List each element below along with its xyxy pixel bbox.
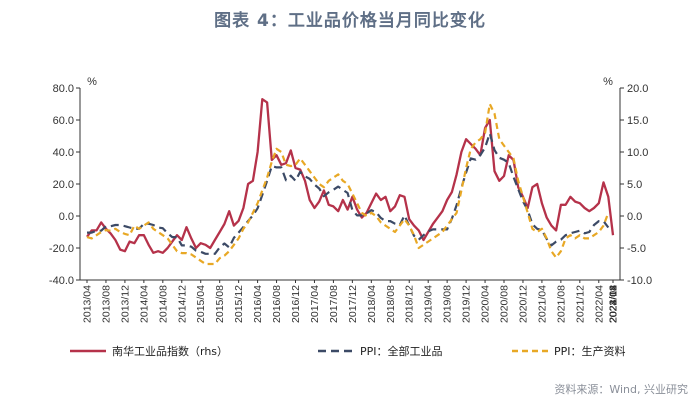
x-tick-label: 2018/04	[366, 285, 378, 323]
x-tick-label: 2023/12	[608, 285, 620, 323]
left-axis-unit: %	[87, 76, 97, 88]
x-tick-label: 2013/12	[119, 285, 131, 323]
source-note: 资料来源：Wind, 兴业研究	[554, 383, 688, 396]
x-tick-label: 2016/04	[252, 285, 264, 323]
x-tick-label: 2017/08	[328, 285, 340, 323]
x-tick-label: 2021/12	[574, 285, 586, 323]
x-tick-label: 2022/08	[608, 285, 620, 323]
x-tick-label: 2015/12	[233, 285, 245, 323]
figure-title: 图表 4：工业品价格当月同比变化	[214, 11, 486, 31]
x-tick-label: 2013/08	[100, 285, 112, 323]
x-tick-label: 2023/04	[608, 285, 620, 323]
x-tick-label: 2024/08	[608, 285, 620, 323]
left-tick-label: 20.0	[53, 179, 74, 191]
right-tick-label: 20.0	[627, 83, 648, 95]
x-tick-label: 2016/12	[290, 285, 302, 323]
legend-label-2: PPI：全部工业品	[360, 344, 443, 358]
right-tick-label: -5.0	[627, 243, 646, 255]
x-tick-label: 2019/04	[423, 285, 435, 323]
x-tick-label: 2023/08	[608, 285, 620, 323]
x-tick-label: 2020/08	[499, 285, 511, 323]
series-line-2	[87, 132, 610, 255]
x-tick-label: 2022/12	[608, 285, 620, 323]
x-tick-label: 2019/12	[461, 285, 473, 323]
series-line-3	[86, 102, 610, 266]
right-tick-label: 10.0	[627, 147, 648, 159]
series-layer	[86, 98, 615, 266]
x-tick-label: 2017/12	[347, 285, 359, 323]
x-tick-label: 2015/08	[214, 285, 226, 323]
x-tick-label: 2018/08	[385, 285, 397, 323]
x-tick-label: 2024/04	[608, 285, 620, 323]
legend-label-1: 南华工业品指数（rhs）	[112, 344, 228, 358]
x-tick-label: 2013/04	[82, 285, 94, 323]
x-tick-label: 2018/12	[404, 285, 416, 323]
x-tick-label: 2021/08	[555, 285, 567, 323]
left-tick-label: -20.0	[49, 243, 74, 255]
right-tick-label: 15.0	[627, 115, 648, 127]
axes: % % 80.0 60.0 40.0 20.0 0.0 -20.0 -40.0 20.0 15.0 1…	[49, 76, 652, 323]
x-tick-label: 2021/04	[536, 285, 548, 323]
x-tick-label: 2015/04	[195, 285, 207, 323]
legend: 南华工业品指数（rhs） PPI：全部工业品 PPI：生产资料	[70, 344, 626, 358]
right-tick-label: 0.0	[627, 211, 642, 223]
x-tick-label: 2014/12	[176, 285, 188, 323]
x-tick-label: 2016/08	[271, 285, 283, 323]
x-tick-label: 2019/08	[442, 285, 454, 323]
x-tick-label: 2022/04	[593, 285, 605, 323]
legend-label-3: PPI：生产资料	[554, 344, 626, 358]
x-tick-label: 2020/12	[517, 285, 529, 323]
left-tick-label: -40.0	[49, 275, 74, 287]
left-tick-label: 60.0	[53, 115, 74, 127]
right-tick-label: 5.0	[627, 179, 642, 191]
x-tick-label: 2020/04	[480, 285, 492, 323]
right-axis-unit: %	[603, 76, 613, 88]
x-tick-label: 2014/08	[157, 285, 169, 323]
right-tick-label: -10.0	[627, 275, 652, 287]
left-tick-label: 40.0	[53, 147, 74, 159]
left-tick-label: 0.0	[59, 211, 74, 223]
left-tick-label: 80.0	[53, 83, 74, 95]
x-tick-label: 2014/04	[138, 285, 150, 323]
x-tick-label: 2017/04	[309, 285, 321, 323]
